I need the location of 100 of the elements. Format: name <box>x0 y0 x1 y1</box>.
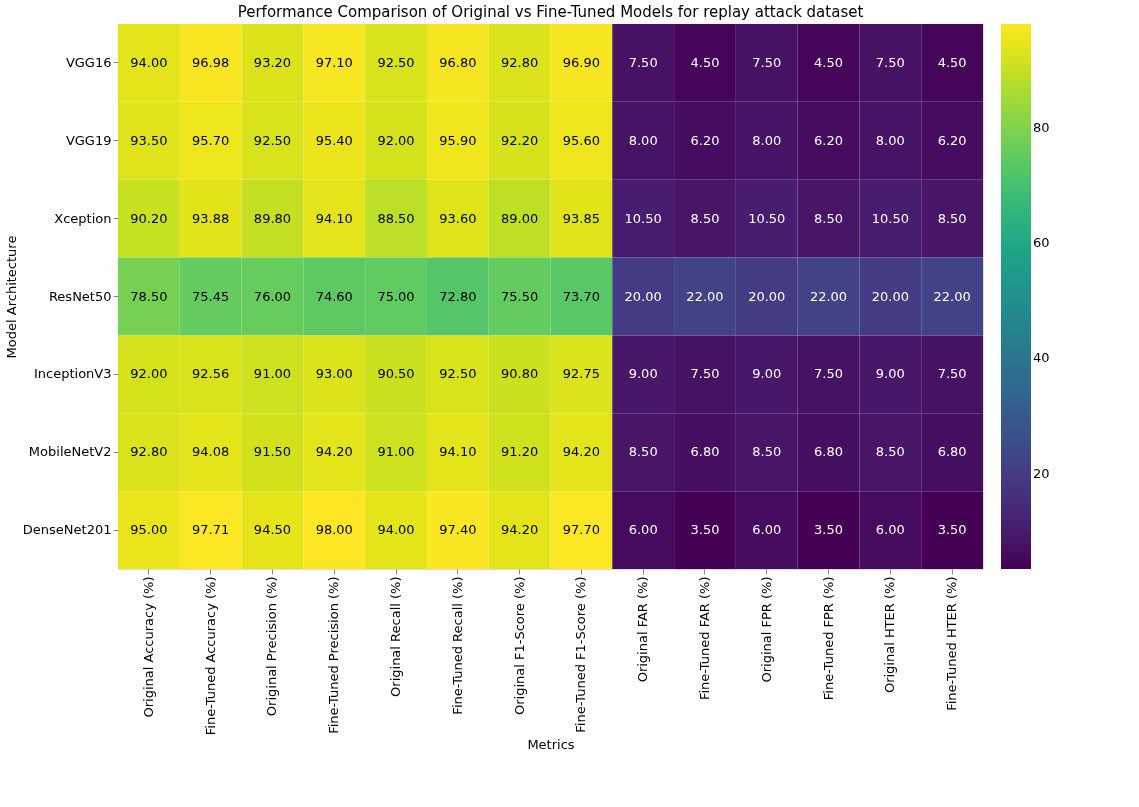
data-label: 7.50 <box>690 366 720 382</box>
data-label: 96.90 <box>562 54 600 70</box>
data-label: 92.56 <box>192 366 230 382</box>
data-label: 6.80 <box>937 444 967 460</box>
data-label: 8.00 <box>875 132 905 148</box>
data-label: 6.20 <box>814 132 844 148</box>
color-bar-label: 80 <box>1033 119 1050 135</box>
data-label: 98.00 <box>315 522 353 538</box>
data-label: 94.00 <box>130 54 168 70</box>
x-tick-label: Original F1-Score (%) <box>511 576 527 715</box>
data-label: 90.50 <box>377 366 415 382</box>
data-label: 95.90 <box>439 132 477 148</box>
data-label: 75.45 <box>192 288 230 304</box>
data-label: 22.00 <box>809 288 848 304</box>
x-tick-label: Original Recall (%) <box>388 576 404 697</box>
color-bar-label: 60 <box>1033 235 1050 251</box>
data-label: 8.00 <box>752 132 782 148</box>
x-tick-label: Fine-Tuned Precision (%) <box>326 576 342 734</box>
x-tick-label: Original HTER (%) <box>882 576 898 694</box>
data-label: 91.50 <box>253 444 292 460</box>
data-label: 94.20 <box>501 522 539 538</box>
data-label: 8.50 <box>628 444 658 460</box>
data-label: 90.20 <box>130 210 168 226</box>
x-tick-label: Fine-Tuned HTER (%) <box>944 576 960 711</box>
data-label: 93.00 <box>315 366 353 382</box>
y-tick-label: VGG19 <box>65 132 112 148</box>
data-label: 22.00 <box>686 288 724 304</box>
data-label: 96.80 <box>439 54 477 70</box>
data-label: 6.00 <box>875 522 905 538</box>
x-tick-label: Fine-Tuned F1-Score (%) <box>573 576 589 733</box>
data-label: 8.50 <box>814 210 844 226</box>
data-label: 3.50 <box>690 522 720 538</box>
data-label: 92.75 <box>562 366 600 382</box>
data-label: 97.40 <box>439 522 477 538</box>
data-label: 6.80 <box>814 444 844 460</box>
data-label: 73.70 <box>562 288 600 304</box>
data-label: 9.00 <box>628 366 658 382</box>
data-label: 94.00 <box>377 522 415 538</box>
data-label: 6.80 <box>690 444 720 460</box>
data-label: 8.50 <box>690 210 720 226</box>
data-label: 92.50 <box>377 54 415 70</box>
data-label: 20.00 <box>624 288 662 304</box>
data-label: 89.00 <box>501 210 539 226</box>
data-label: 8.00 <box>628 132 658 148</box>
y-tick-label: ResNet50 <box>48 288 112 304</box>
data-label: 94.20 <box>562 444 600 460</box>
data-label: 22.00 <box>933 288 971 304</box>
data-label: 20.00 <box>871 288 909 304</box>
data-label: 6.20 <box>937 132 967 148</box>
data-label: 4.50 <box>814 54 844 70</box>
data-label: 3.50 <box>814 522 844 538</box>
data-label: 94.50 <box>253 522 292 538</box>
data-label: 94.10 <box>439 444 477 460</box>
data-label: 93.50 <box>130 132 168 148</box>
data-label: 92.00 <box>130 366 168 382</box>
data-label: 92.80 <box>130 444 168 460</box>
data-label: 92.20 <box>501 132 539 148</box>
data-label: 95.40 <box>315 132 353 148</box>
x-tick-label: Original Accuracy (%) <box>140 576 156 718</box>
data-label: 6.00 <box>628 522 658 538</box>
data-label: 92.00 <box>377 132 415 148</box>
data-label: 4.50 <box>690 54 720 70</box>
data-label: 93.85 <box>562 210 600 226</box>
data-label: 3.50 <box>937 522 967 538</box>
data-label: 92.80 <box>501 54 539 70</box>
data-label: 72.80 <box>439 288 477 304</box>
data-label: 76.00 <box>253 288 292 304</box>
data-label: 10.50 <box>624 210 662 226</box>
x-tick-label: Original Precision (%) <box>264 576 280 717</box>
y-tick-label: Xception <box>54 210 112 226</box>
data-label: 89.80 <box>253 210 292 226</box>
data-label: 74.60 <box>315 288 353 304</box>
data-label: 78.50 <box>130 288 168 304</box>
x-axis-title: Metrics <box>527 737 575 753</box>
data-label: 7.50 <box>937 366 967 382</box>
data-label: 94.20 <box>315 444 353 460</box>
data-label: 94.08 <box>192 444 230 460</box>
data-label: 88.50 <box>377 210 415 226</box>
data-label: 8.50 <box>752 444 782 460</box>
data-label: 95.60 <box>562 132 600 148</box>
x-tick-label: Fine-Tuned FPR (%) <box>820 576 836 701</box>
data-label: 4.50 <box>937 54 967 70</box>
color-bar-label: 40 <box>1033 350 1050 366</box>
data-label: 97.10 <box>315 54 353 70</box>
data-label: 91.00 <box>377 444 415 460</box>
x-tick-label: Fine-Tuned Accuracy (%) <box>202 576 218 736</box>
data-label: 7.50 <box>628 54 658 70</box>
data-label: 10.50 <box>871 210 909 226</box>
data-label: 92.50 <box>253 132 292 148</box>
data-label: 91.20 <box>501 444 539 460</box>
y-axis-title: Model Architecture <box>3 235 19 359</box>
data-label: 20.00 <box>748 288 786 304</box>
data-label: 93.20 <box>253 54 292 70</box>
x-tick-label: Fine-Tuned FAR (%) <box>696 576 712 701</box>
data-label: 90.80 <box>501 366 539 382</box>
data-label: 9.00 <box>752 366 782 382</box>
y-tick-label: DenseNet201 <box>22 522 112 538</box>
data-label: 75.00 <box>377 288 415 304</box>
data-label: 9.00 <box>875 366 905 382</box>
x-tick-label: Original FAR (%) <box>635 576 651 683</box>
